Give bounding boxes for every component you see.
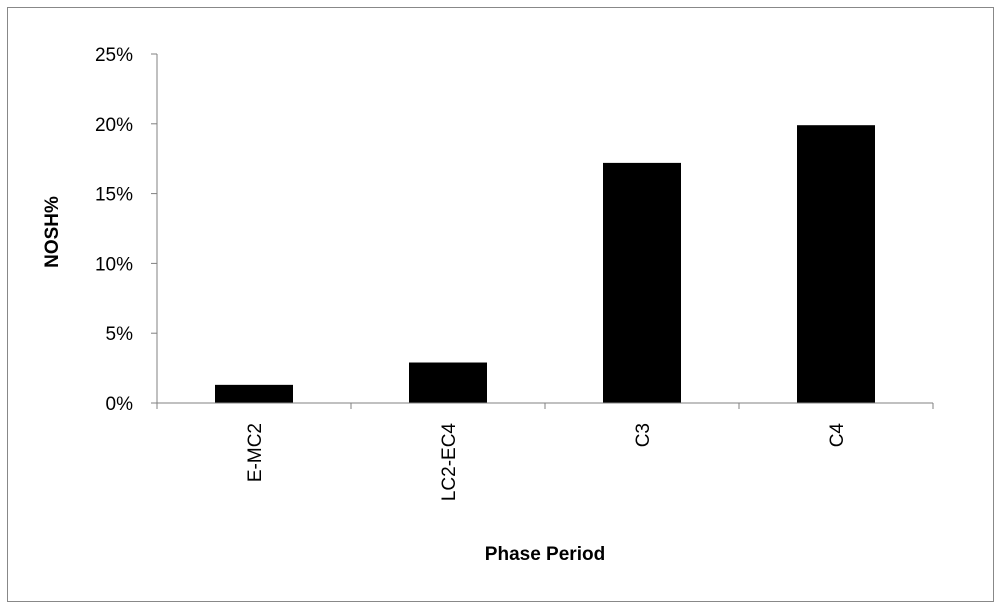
y-tick-label: 15% (95, 185, 133, 206)
bar-chart: 0% 5% 10% 15% 20% 25% E-MC2 LC2-EC4 C3 C4 NOSH% P… (42, 45, 934, 565)
bar-c3 (603, 162, 681, 403)
bar-e-mc2 (215, 384, 293, 403)
y-tick-label: 25% (95, 45, 133, 66)
x-tick-label: E-MC2 (245, 423, 266, 482)
ticks-layer: 0% 5% 10% 15% 20% 25% E-MC2 LC2-EC4 C3 C4 (95, 45, 934, 502)
bars-layer (215, 125, 875, 404)
x-tick-label: C3 (633, 423, 654, 447)
x-axis-title: Phase Period (485, 544, 605, 565)
y-tick-label: 10% (95, 254, 133, 275)
y-tick-label: 0% (106, 394, 134, 415)
bar-lc2-ec4 (409, 362, 487, 403)
y-tick-label: 20% (95, 115, 133, 136)
bar-c4 (797, 125, 875, 404)
y-axis-title: NOSH% (42, 196, 63, 268)
x-tick-label: LC2-EC4 (439, 423, 460, 502)
x-tick-label: C4 (827, 423, 848, 448)
y-tick-label: 5% (106, 324, 134, 345)
